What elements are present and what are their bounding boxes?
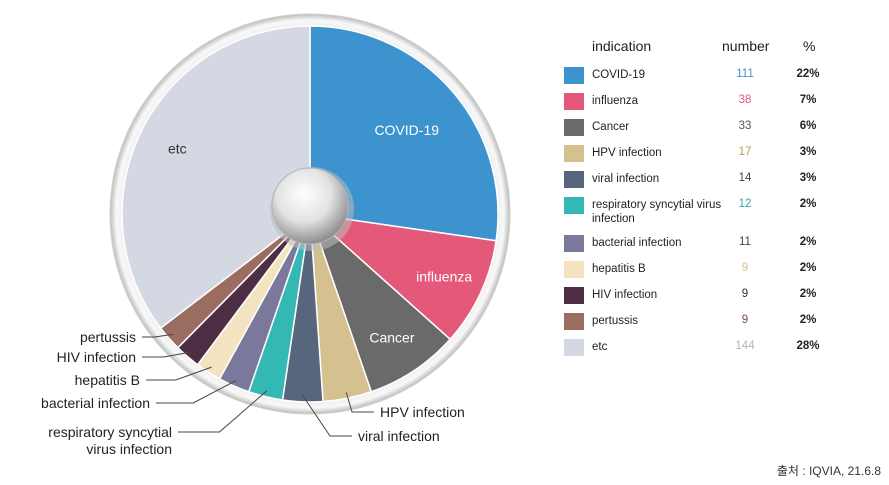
legend-header-number: number (722, 38, 770, 54)
legend-header-percent: % (803, 38, 816, 54)
legend-swatch (564, 67, 584, 84)
slice-label: hepatitis B (75, 372, 140, 388)
legend-label: viral infection (592, 173, 660, 185)
legend-count: 33 (738, 120, 752, 132)
legend-swatch (564, 287, 584, 304)
legend-count: 9 (741, 288, 749, 300)
label-leader-line (156, 379, 237, 404)
slice-label: HIV infection (57, 349, 136, 365)
source-note: 출처 : IQVIA, 21.6.8 (776, 464, 881, 478)
legend-percent: 6% (799, 120, 817, 132)
legend-label: influenza (592, 95, 639, 107)
slice-label: respiratory syncytial virus infection (48, 424, 172, 457)
legend-count: 14 (738, 172, 752, 184)
pie-slice (309, 25, 499, 242)
pie-hub (271, 167, 349, 245)
legend-swatch (564, 235, 584, 252)
legend-header-indication: indication (592, 38, 652, 54)
legend-swatch (564, 145, 584, 162)
legend-row: bacterial infection 11 2% (560, 232, 860, 258)
legend-count: 111 (736, 68, 754, 80)
legend-percent: 2% (799, 198, 817, 210)
legend-percent: 28% (796, 340, 820, 352)
legend-percent: 2% (799, 314, 817, 326)
slice-label: etc (168, 140, 187, 156)
legend-percent: 22% (796, 68, 820, 80)
legend-percent: 2% (799, 262, 817, 274)
legend-label: pertussis (592, 315, 639, 327)
legend-percent: 7% (799, 94, 817, 106)
slice-label: bacterial infection (41, 395, 150, 411)
legend-count: 9 (741, 262, 749, 274)
slice-label: pertussis (80, 329, 136, 345)
slice-label: Cancer (369, 329, 414, 345)
label-leader-line (178, 390, 268, 433)
legend-count: 9 (741, 314, 749, 326)
legend-percent: 3% (799, 146, 817, 158)
label-leader-line (345, 392, 374, 413)
legend-count: 144 (735, 340, 755, 352)
legend-row: hepatitis B 9 2% (560, 258, 860, 284)
legend-row: viral infection 14 3% (560, 168, 860, 194)
legend-label: bacterial infection (592, 237, 682, 249)
legend-percent: 3% (799, 172, 817, 184)
legend-row: HPV infection 17 3% (560, 142, 860, 168)
legend-percent: 2% (799, 288, 817, 300)
legend-label: respiratory syncytial virus infection (592, 199, 722, 225)
legend-label: HPV infection (592, 147, 662, 159)
legend-swatch (564, 313, 584, 330)
legend-count: 38 (738, 94, 752, 106)
legend-count: 17 (738, 146, 752, 158)
legend-row: pertussis 9 2% (560, 310, 860, 336)
slice-label: viral infection (358, 428, 440, 444)
slice-label: COVID-19 (374, 122, 439, 138)
slice-label: HPV infection (380, 404, 465, 420)
legend-label: COVID-19 (592, 69, 646, 81)
legend-swatch (564, 197, 584, 214)
label-leader-line (142, 351, 192, 358)
legend-count: 11 (739, 236, 751, 248)
legend-percent: 2% (799, 236, 817, 248)
pie-slice (308, 211, 452, 393)
legend-label: Cancer (592, 121, 630, 133)
legend-swatch (564, 93, 584, 110)
legend-swatch (564, 119, 584, 136)
legend-table: indication number % COVID-19 111 22% influe… (560, 38, 860, 362)
legend-row: respiratory syncytial virus infection 12 2… (560, 194, 860, 232)
legend-label: etc (592, 341, 608, 353)
label-leader-line (146, 366, 212, 381)
legend-header: indication number % (560, 38, 860, 64)
slice-label: influenza (416, 269, 472, 285)
legend-label: hepatitis B (592, 263, 646, 275)
legend-row: etc 144 28% (560, 336, 860, 362)
label-leader-line (142, 333, 174, 338)
legend-row: COVID-19 111 22% (560, 64, 860, 90)
label-leader-line (302, 395, 352, 437)
legend-count: 12 (738, 198, 752, 210)
legend-swatch (564, 171, 584, 188)
legend-row: Cancer 33 6% (560, 116, 860, 142)
legend-swatch (564, 261, 584, 278)
legend-label: HIV infection (592, 289, 658, 301)
legend-swatch (564, 339, 584, 356)
pie-slice (121, 25, 311, 330)
legend-row: HIV infection 9 2% (560, 284, 860, 310)
legend-row: influenza 38 7% (560, 90, 860, 116)
pie-slice (307, 212, 497, 341)
